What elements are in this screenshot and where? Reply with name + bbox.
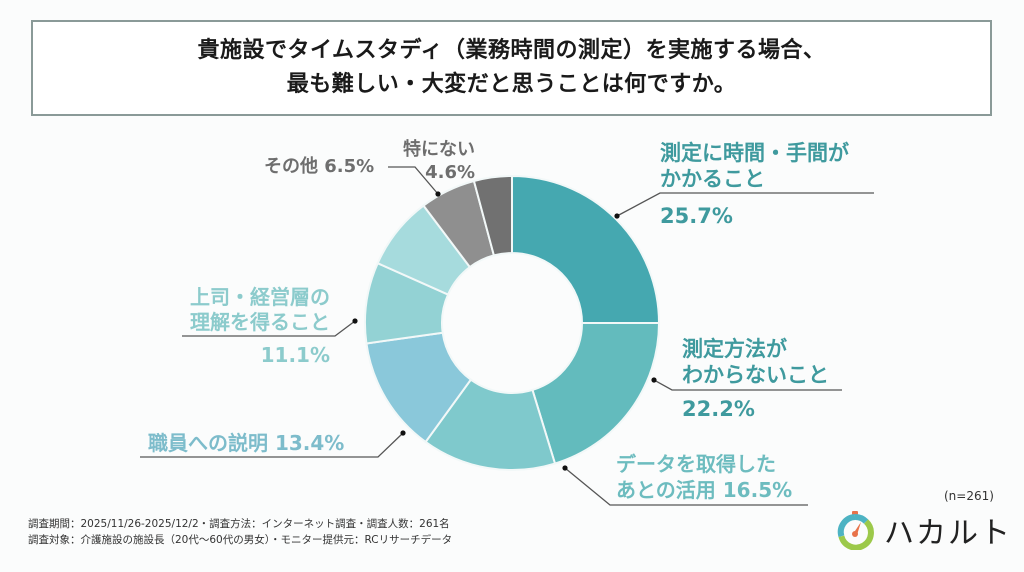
- leader-line: [388, 166, 439, 195]
- leader-dot: [435, 191, 441, 197]
- slice-label: 測定方法が: [682, 337, 787, 361]
- slice-label: 上司・経営層の: [190, 285, 330, 309]
- leader-dot: [352, 318, 358, 324]
- logo: ハカルト: [836, 508, 1012, 552]
- sample-size: (n=261): [944, 489, 994, 503]
- leader-line: [653, 379, 842, 391]
- slice-label: データを取得した: [616, 452, 776, 476]
- slice-label: わからないこと: [682, 363, 829, 387]
- leader-line: [182, 320, 356, 337]
- footer-line-2: 調査対象：介護施設の施設長（20代〜60代の男女）・モニター提供元：RCリサーチ…: [28, 534, 453, 546]
- slice-label: かかること: [660, 167, 765, 191]
- donut-slice-7: [472, 174, 513, 257]
- slice-value-label: 22.2%: [682, 397, 755, 421]
- logo-text: ハカルト: [884, 516, 1012, 551]
- slice-label: 特にない: [403, 138, 475, 160]
- title-line-1: 貴施設でタイムスタディ（業務時間の測定）を実施する場合、: [197, 38, 826, 63]
- leader-dot: [614, 213, 620, 219]
- footer-line-1: 調査期間：2025/11/26-2025/12/2・調査方法：インターネット調査…: [28, 518, 450, 530]
- leader-line: [616, 192, 874, 217]
- slice-value-label: 4.6%: [425, 162, 475, 183]
- leader-dot: [562, 465, 568, 471]
- leader-dot: [400, 430, 406, 436]
- stopwatch-icon: [837, 511, 874, 550]
- slice-value-label: 11.1%: [261, 343, 330, 367]
- slice-label-with-value: その他 6.5%: [264, 155, 374, 177]
- slice-label-with-value: あとの活用 16.5%: [616, 478, 792, 502]
- leader-line: [564, 467, 808, 506]
- title-line-2: 最も難しい・大変だと思うことは何ですか。: [286, 72, 737, 97]
- leader-dot: [651, 377, 657, 383]
- slice-label-with-value: 職員への説明 13.4%: [148, 431, 344, 455]
- leader-line: [140, 432, 404, 458]
- donut-slice-1: [531, 322, 661, 465]
- slice-value-label: 25.7%: [660, 204, 733, 228]
- slice-label: 測定に時間・手間が: [660, 141, 849, 165]
- title-box: 貴施設でタイムスタディ（業務時間の測定）を実施する場合、 最も難しい・大変だと思…: [31, 20, 992, 116]
- survey-footer: 調査期間：2025/11/26-2025/12/2・調査方法：インターネット調査…: [28, 516, 452, 548]
- donut-slice-0: [511, 174, 661, 324]
- slice-label: 理解を得ること: [190, 310, 330, 334]
